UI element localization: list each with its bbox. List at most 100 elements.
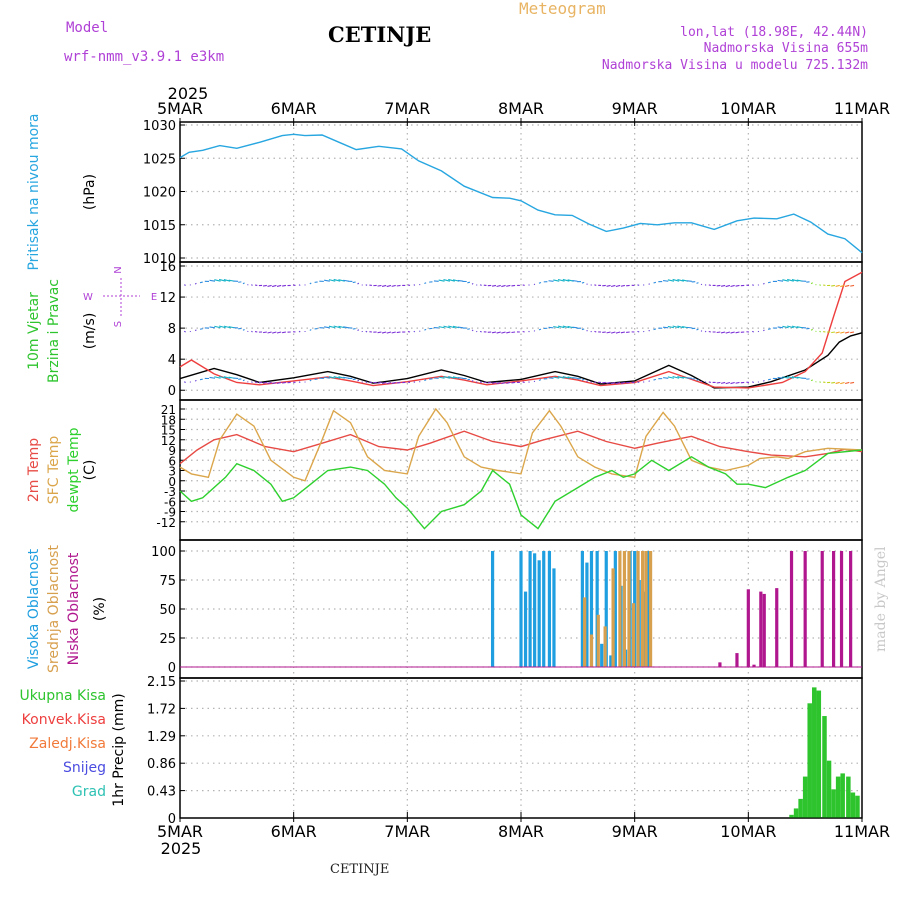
wind-barb	[850, 331, 855, 334]
bar-visoka-oblacnost	[600, 643, 604, 667]
wind-barb	[199, 378, 203, 381]
precip-frame	[179, 677, 863, 819]
wind-barb	[471, 282, 474, 285]
wind-barb	[352, 281, 356, 284]
wind-barb	[242, 328, 245, 331]
temperature-ytick-label: 3	[168, 465, 176, 479]
wind-barb	[835, 284, 840, 287]
wind-barb	[267, 284, 272, 287]
x-tick-label-bottom: 10MAR	[720, 822, 776, 841]
wind-barb	[663, 377, 669, 379]
ylabel-2m-temp: 2m Temp	[26, 438, 42, 502]
year-label-top: 2025	[168, 84, 209, 103]
wind-barb	[653, 378, 657, 381]
wind-barb	[708, 381, 711, 384]
wind-barb	[396, 284, 401, 287]
bar-visoka-oblacnost	[613, 551, 617, 667]
wind-barb	[298, 330, 301, 333]
wind-barb	[762, 329, 765, 332]
wind-barb	[782, 376, 789, 379]
wind-barb	[262, 381, 267, 384]
wind-barb	[522, 330, 525, 333]
wind-barb	[548, 326, 554, 329]
wind-barb	[276, 331, 282, 334]
wind-barb	[457, 376, 464, 379]
ylabel-srednja-oblacnost: Srednja Oblacnost	[46, 545, 62, 673]
legend-ukupna-kisa: Ukupna Kisa	[19, 688, 106, 704]
wind-barb	[835, 381, 840, 384]
wind-barb	[424, 379, 427, 382]
wind-barb	[324, 279, 330, 282]
wind-barb	[572, 280, 578, 282]
wind-barb	[328, 325, 336, 329]
wind-barb	[338, 279, 345, 282]
x-tick-label-top: 6MAR	[271, 99, 317, 118]
wind-barb	[391, 331, 396, 334]
bar-niska-oblacnost	[839, 551, 844, 667]
wind-barb	[672, 325, 680, 329]
precip-ytick-label: 0.43	[147, 785, 176, 800]
wind-barb	[831, 331, 836, 334]
bar-srednja-oblacnost	[627, 551, 631, 667]
wind-barb	[479, 330, 482, 333]
bar-srednja-oblacnost	[611, 568, 615, 667]
wind-barb	[548, 280, 554, 282]
wind-barb	[352, 378, 356, 381]
wind-barb	[533, 330, 536, 332]
wind-barb	[448, 278, 455, 282]
lonlat-info: lon,lat (18.98E, 42.44N)	[680, 25, 868, 40]
compass-w-label: W	[83, 292, 93, 303]
bar-ukupna-kisa	[850, 792, 856, 818]
wind-barb	[548, 377, 554, 379]
wind-barb	[850, 284, 855, 287]
bar-srednja-oblacnost	[583, 597, 587, 667]
wind-barb	[209, 376, 216, 379]
precip-ytick-label: 2.15	[147, 675, 176, 690]
bar-visoka-oblacnost	[585, 562, 589, 667]
wind-barb	[262, 331, 267, 334]
pressure-ytick-label: 1010	[143, 252, 176, 267]
wind-barb	[276, 381, 282, 385]
wind-barb	[223, 279, 231, 282]
bar-srednja-oblacnost	[644, 551, 648, 667]
wind-barb	[850, 381, 855, 384]
bar-ukupna-kisa	[802, 776, 808, 818]
wind-barb	[831, 284, 836, 287]
bar-ukupna-kisa	[846, 776, 851, 818]
pressure-unit-label: (hPa)	[82, 174, 98, 210]
temperature-ytick-label: 12	[161, 434, 176, 448]
wind-ytick-label: 4	[168, 353, 176, 368]
chart-subtitle: Meteogram	[519, 0, 606, 18]
bar-ukupna-kisa	[855, 795, 860, 818]
wind-barb	[831, 381, 836, 384]
wind-barb	[791, 376, 799, 379]
wind-barb	[209, 326, 216, 329]
wind-barb	[637, 330, 640, 333]
model-elevation-info: Nadmorska Visina u modelu 725.132m	[601, 58, 868, 73]
wind-barb	[381, 331, 387, 334]
bar-visoka-oblacnost	[604, 551, 608, 667]
wind-barb	[357, 329, 360, 332]
bar-visoka-oblacnost	[552, 568, 556, 667]
wind-barb	[309, 282, 312, 285]
temperature-ytick-label: -12	[156, 516, 176, 530]
wind-barb	[438, 326, 445, 329]
wind-barb	[309, 379, 312, 382]
wind-barb	[309, 329, 312, 331]
wind-barb	[522, 381, 525, 384]
wind-barb	[491, 331, 497, 334]
wind-barb	[642, 330, 645, 333]
wind-barb	[810, 379, 813, 382]
ylabel-visoka-oblacnost: Visoka Oblacnost	[26, 548, 42, 669]
wind-barb	[730, 381, 735, 385]
wind-barb	[553, 376, 560, 379]
wind-barb	[333, 278, 341, 282]
wind-barb	[725, 284, 731, 288]
bar-visoka-oblacnost	[547, 551, 552, 667]
wind-barb	[467, 328, 471, 330]
wind-barb	[491, 381, 497, 384]
wind-barb	[324, 376, 330, 379]
pressure-ytick-label: 1025	[143, 152, 176, 167]
wind-barb	[777, 326, 784, 329]
wind-barb	[648, 380, 650, 382]
